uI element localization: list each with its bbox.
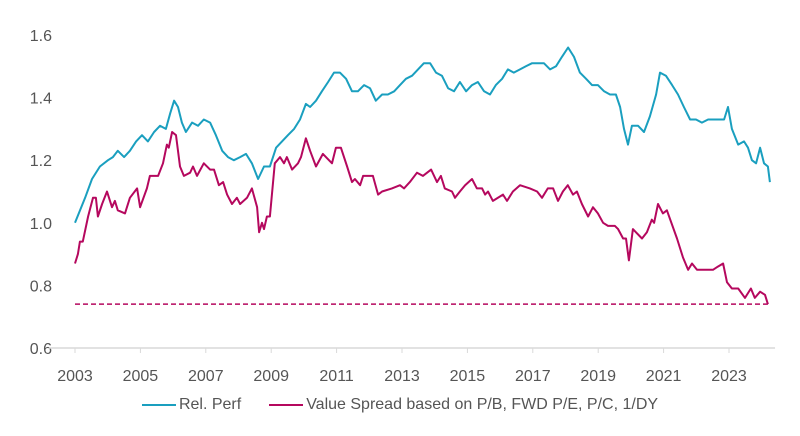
y-tick-label: 1.2	[30, 153, 52, 170]
y-tick-label: 1.6	[30, 28, 52, 45]
x-tick-label: 2005	[123, 368, 159, 385]
y-tick-label: 1.0	[30, 216, 52, 233]
y-tick-label: 0.6	[30, 341, 52, 358]
legend-label-rel-perf: Rel. Perf	[178, 396, 242, 413]
legend-item-value-spread: Value Spread based on P/B, FWD P/E, P/C,…	[269, 396, 658, 414]
x-tick-label: 2013	[384, 368, 420, 385]
y-tick-label: 0.8	[30, 278, 52, 295]
x-tick-label: 2011	[319, 368, 354, 385]
legend: Rel. Perf Value Spread based on P/B, FWD…	[0, 396, 800, 414]
legend-swatch-value-spread	[269, 404, 304, 406]
x-tick-label: 2019	[580, 368, 616, 385]
x-tick-label: 2007	[188, 368, 224, 385]
legend-label-value-spread: Value Spread based on P/B, FWD P/E, P/C,…	[306, 396, 659, 413]
x-tick-label: 2023	[711, 368, 747, 385]
x-tick-label: 2015	[450, 368, 486, 385]
y-axis-ticks: 0.6 0.8 1.0 1.2 1.4 1.6	[30, 28, 52, 358]
series-line-rel-perf	[74, 46, 771, 224]
y-tick-label: 1.4	[30, 91, 52, 108]
x-tick-label: 2009	[253, 368, 289, 385]
x-tick-label: 2017	[515, 368, 551, 385]
x-axis: 2003 2005 2007 2009 2011 2013 2015 2017 2019 2021…	[48, 347, 776, 385]
x-tick-label: 2003	[57, 368, 93, 385]
series-line-value-spread	[74, 131, 769, 305]
x-tick-label: 2021	[646, 368, 682, 385]
legend-item-rel-perf: Rel. Perf	[141, 396, 242, 414]
legend-swatch-rel-perf	[141, 404, 176, 406]
series-lines	[74, 46, 771, 305]
